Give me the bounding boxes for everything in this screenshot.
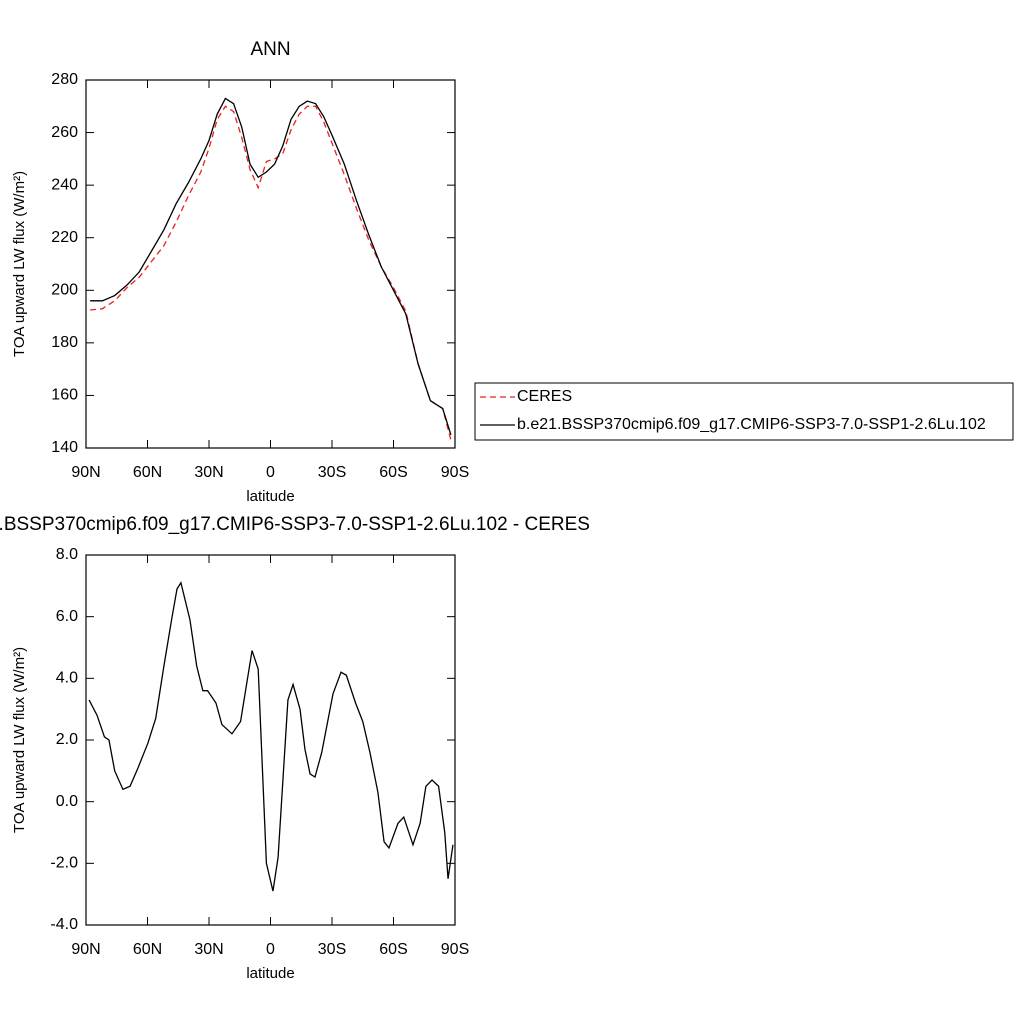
data-line (90, 97, 452, 436)
y-axis-label: TOA upward LW flux (W/m²) (11, 171, 28, 357)
plot-frame (85, 554, 456, 926)
x-tick-label: 90N (71, 941, 100, 958)
y-tick-label: 160 (51, 387, 78, 404)
plot-frame (85, 79, 456, 449)
chart-title: ANN (250, 39, 290, 60)
x-tick-label: 60N (133, 941, 162, 958)
chart-title: b.e21.BSSP370cmip6.f09_g17.CMIP6-SSP3-7.… (0, 514, 590, 535)
y-tick-label: 200 (51, 282, 78, 299)
y-tick-label: 0.0 (56, 793, 78, 810)
x-tick-label: 60S (379, 464, 407, 481)
y-tick-label: 140 (51, 439, 78, 456)
x-tick-label: 0 (266, 464, 275, 481)
y-tick-label: 4.0 (56, 670, 78, 687)
x-tick-label: 90N (71, 464, 100, 481)
y-tick-label: 280 (51, 71, 78, 88)
x-tick-label: 60N (133, 464, 162, 481)
y-tick-label: 2.0 (56, 731, 78, 748)
y-tick-label: 240 (51, 176, 78, 193)
legend: CERES b.e21.BSSP370cmip6.f09_g17.CMIP6-SS… (474, 382, 1014, 441)
y-tick-label: -2.0 (50, 855, 78, 872)
x-tick-label: 30N (194, 941, 223, 958)
data-line (88, 581, 454, 892)
legend-label: CERES (517, 388, 572, 405)
x-tick-label: 30S (318, 464, 346, 481)
x-tick-label: 30N (194, 464, 223, 481)
y-tick-label: 220 (51, 229, 78, 246)
x-tick-label: 90S (441, 941, 469, 958)
data-line (90, 105, 452, 441)
y-tick-label: 260 (51, 124, 78, 141)
x-axis-label: latitude (246, 965, 294, 982)
legend-box (474, 382, 1014, 441)
x-tick-label: 90S (441, 464, 469, 481)
x-tick-label: 0 (266, 941, 275, 958)
legend-label: b.e21.BSSP370cmip6.f09_g17.CMIP6-SSP3-7.… (517, 416, 986, 433)
y-tick-label: -4.0 (50, 916, 78, 933)
x-tick-label: 30S (318, 941, 346, 958)
y-axis-label: TOA upward LW flux (W/m²) (11, 647, 28, 833)
y-tick-label: 8.0 (56, 546, 78, 563)
x-axis-label: latitude (246, 488, 294, 505)
y-tick-label: 6.0 (56, 608, 78, 625)
x-tick-label: 60S (379, 941, 407, 958)
y-tick-label: 180 (51, 334, 78, 351)
